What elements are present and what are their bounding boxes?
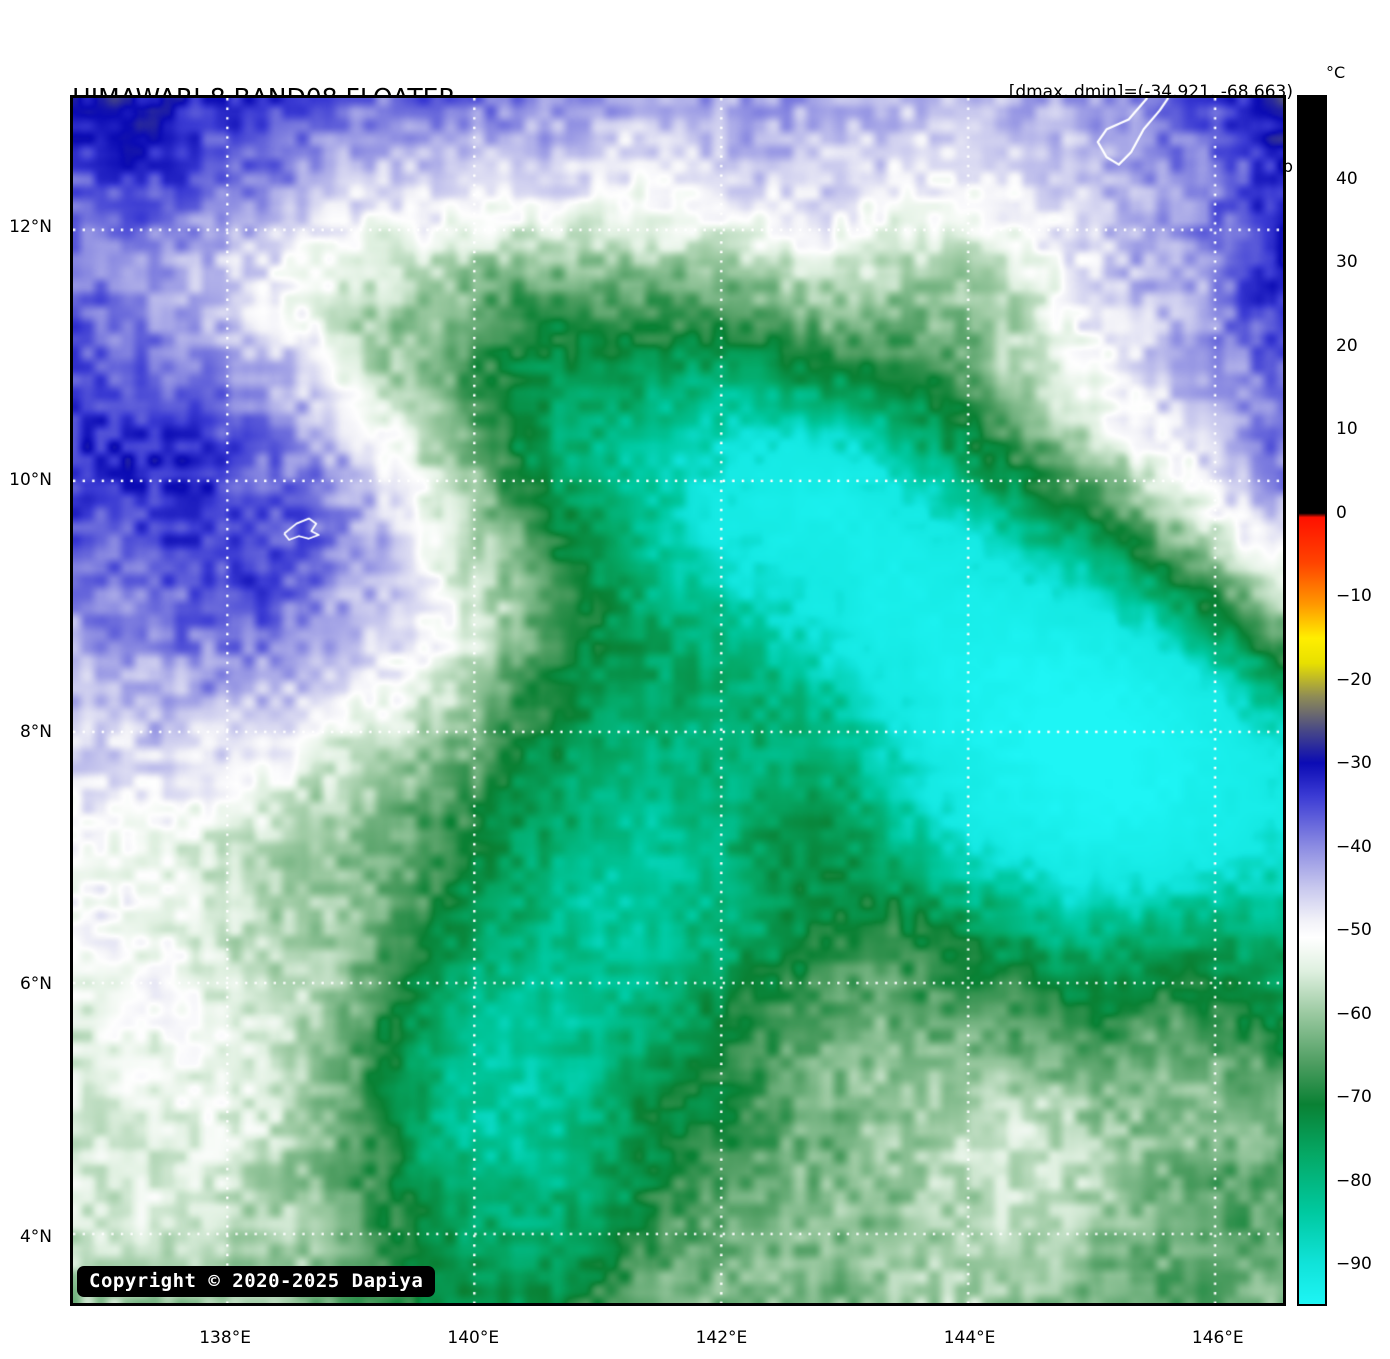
lat-tick-label: 4°N — [19, 1226, 52, 1247]
colorbar-gradient — [1297, 95, 1327, 1306]
lon-tick-label: 140°E — [447, 1328, 500, 1348]
colorbar-tick: 0 — [1336, 502, 1347, 523]
colorbar[interactable]: 40 30 20 10 0 −10 −20 −30 −40 −50 −60 −70 −80 −90 — [1297, 95, 1372, 1306]
lon-tick-label: 138°E — [199, 1328, 251, 1348]
satellite-image-plot[interactable]: Copyright © 2020-2025 Dapiya — [70, 95, 1286, 1306]
lon-tick-label: 144°E — [943, 1328, 996, 1348]
colorbar-unit-label: °C — [1326, 63, 1346, 82]
lon-tick-label: 146°E — [1191, 1328, 1244, 1348]
colorbar-tick: 30 — [1336, 252, 1358, 273]
longitude-axis: 138°E 140°E 142°E 144°E 146°E — [70, 1306, 1286, 1356]
colorbar-tick: −20 — [1336, 669, 1372, 690]
satellite-imagery-canvas — [73, 98, 1283, 1303]
colorbar-tick: 10 — [1336, 419, 1358, 440]
lon-tick-label: 142°E — [695, 1328, 748, 1348]
colorbar-tick: −90 — [1336, 1254, 1372, 1275]
latitude-axis: 12°N 10°N 8°N 6°N 4°N — [0, 95, 62, 1306]
lat-tick-label: 12°N — [9, 217, 52, 238]
colorbar-tick-labels: 40 30 20 10 0 −10 −20 −30 −40 −50 −60 −70 −80 −90 — [1327, 95, 1387, 1306]
colorbar-tick: −60 — [1336, 1003, 1372, 1024]
colorbar-tick: −80 — [1336, 1170, 1372, 1191]
colorbar-tick: −40 — [1336, 836, 1372, 857]
lat-tick-label: 6°N — [19, 974, 52, 995]
colorbar-tick: −10 — [1336, 586, 1372, 607]
lat-tick-label: 8°N — [19, 722, 52, 743]
colorbar-tick: −30 — [1336, 753, 1372, 774]
colorbar-tick: 40 — [1336, 168, 1358, 189]
lat-tick-label: 10°N — [9, 469, 52, 490]
colorbar-tick: −50 — [1336, 920, 1372, 941]
colorbar-tick: −70 — [1336, 1087, 1372, 1108]
colorbar-tick: 20 — [1336, 335, 1358, 356]
copyright-watermark: Copyright © 2020-2025 Dapiya — [77, 1266, 436, 1297]
